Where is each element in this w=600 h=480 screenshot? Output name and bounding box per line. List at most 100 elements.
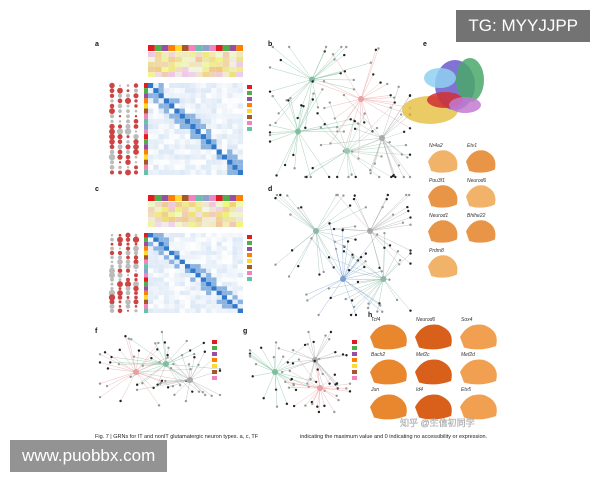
brain-map — [428, 150, 458, 173]
heat-cell — [153, 139, 159, 145]
heat-cell — [211, 154, 217, 160]
heat-cell — [148, 217, 155, 222]
header-bar — [215, 45, 223, 51]
heat-cell — [168, 62, 176, 67]
node — [345, 354, 348, 357]
heat-cell — [211, 113, 217, 119]
heat-cell — [216, 241, 222, 247]
heat-cell — [216, 139, 222, 145]
heat-cell — [179, 134, 185, 140]
dot — [110, 277, 114, 282]
heat-cell — [184, 144, 191, 150]
node — [389, 94, 392, 97]
heat-cell — [232, 277, 238, 282]
heat-cell — [184, 308, 191, 313]
node — [316, 112, 319, 115]
heat-cell — [163, 103, 170, 109]
heat-cell — [179, 246, 185, 251]
heat-cell — [190, 233, 196, 238]
node — [393, 101, 396, 104]
dot — [117, 93, 123, 98]
gene-label: Id4 — [416, 387, 423, 393]
node — [402, 130, 406, 134]
heat-cell — [174, 83, 180, 89]
node — [297, 264, 300, 268]
node — [407, 209, 410, 213]
heat-cell — [190, 108, 196, 114]
node — [380, 155, 383, 158]
heat-cell — [195, 118, 201, 124]
heat-cell — [221, 237, 228, 242]
node — [344, 297, 347, 301]
heat-cell — [195, 159, 201, 165]
heat-cell — [190, 134, 196, 140]
edge — [269, 131, 299, 133]
heat-cell — [211, 83, 217, 89]
dot — [133, 118, 139, 124]
heat-cell — [227, 83, 233, 89]
heat-cell — [216, 250, 222, 256]
edge — [307, 278, 344, 301]
heat-cell — [153, 83, 159, 89]
edge — [337, 194, 371, 232]
node — [368, 228, 371, 231]
legend-swatch — [212, 346, 217, 350]
heat-cell — [148, 72, 155, 77]
dot — [133, 149, 139, 155]
heat-cell — [227, 308, 233, 313]
heat-cell — [195, 149, 201, 155]
heat-cell — [221, 290, 228, 296]
node — [379, 81, 382, 84]
heat-cell — [232, 246, 238, 251]
heat-cell — [237, 250, 243, 256]
gene-label: Neurod6 — [467, 178, 486, 184]
heat-cell — [148, 164, 154, 170]
heat-cell — [158, 286, 164, 291]
heat-cell — [206, 264, 212, 269]
heat-cell — [153, 290, 159, 296]
dot — [124, 97, 132, 104]
heat-cell — [158, 268, 164, 273]
legend-swatch — [247, 271, 252, 275]
heat-cell — [227, 233, 233, 238]
header-bar — [195, 45, 203, 51]
heat-cell — [232, 164, 238, 170]
heat-cell — [175, 62, 182, 67]
dot — [134, 278, 138, 282]
dot — [110, 242, 114, 246]
edge — [291, 230, 317, 251]
heat-cell — [221, 250, 228, 256]
hub — [133, 369, 139, 375]
edge — [315, 230, 356, 240]
node — [157, 404, 161, 407]
edge — [308, 331, 316, 361]
heat-cell — [216, 88, 222, 94]
edge — [360, 98, 411, 108]
heat-cell — [184, 113, 191, 119]
dot — [109, 138, 115, 145]
watermark-bottom: www.puobbx.com — [10, 440, 168, 472]
heat-cell — [190, 304, 196, 309]
heat-cell — [158, 154, 164, 160]
edge — [173, 363, 191, 381]
brain-region — [456, 58, 484, 102]
heat-cell — [158, 308, 164, 313]
heat-cell — [216, 113, 222, 119]
edge — [314, 355, 347, 361]
hub — [358, 96, 364, 102]
heat-cell — [211, 159, 217, 165]
header-bar — [188, 195, 196, 201]
heat-cell — [227, 103, 233, 109]
edge — [276, 131, 299, 176]
heat-cell — [229, 207, 237, 212]
heat-cell — [174, 129, 180, 135]
edge — [314, 359, 325, 391]
heat-cell — [232, 93, 238, 99]
row-color — [144, 144, 148, 150]
heat-cell — [236, 217, 243, 222]
edge — [383, 251, 399, 280]
heat-cell — [237, 159, 243, 165]
gene-label: Jun — [370, 387, 379, 393]
heat-cell — [206, 118, 212, 124]
heat-cell — [195, 290, 201, 296]
